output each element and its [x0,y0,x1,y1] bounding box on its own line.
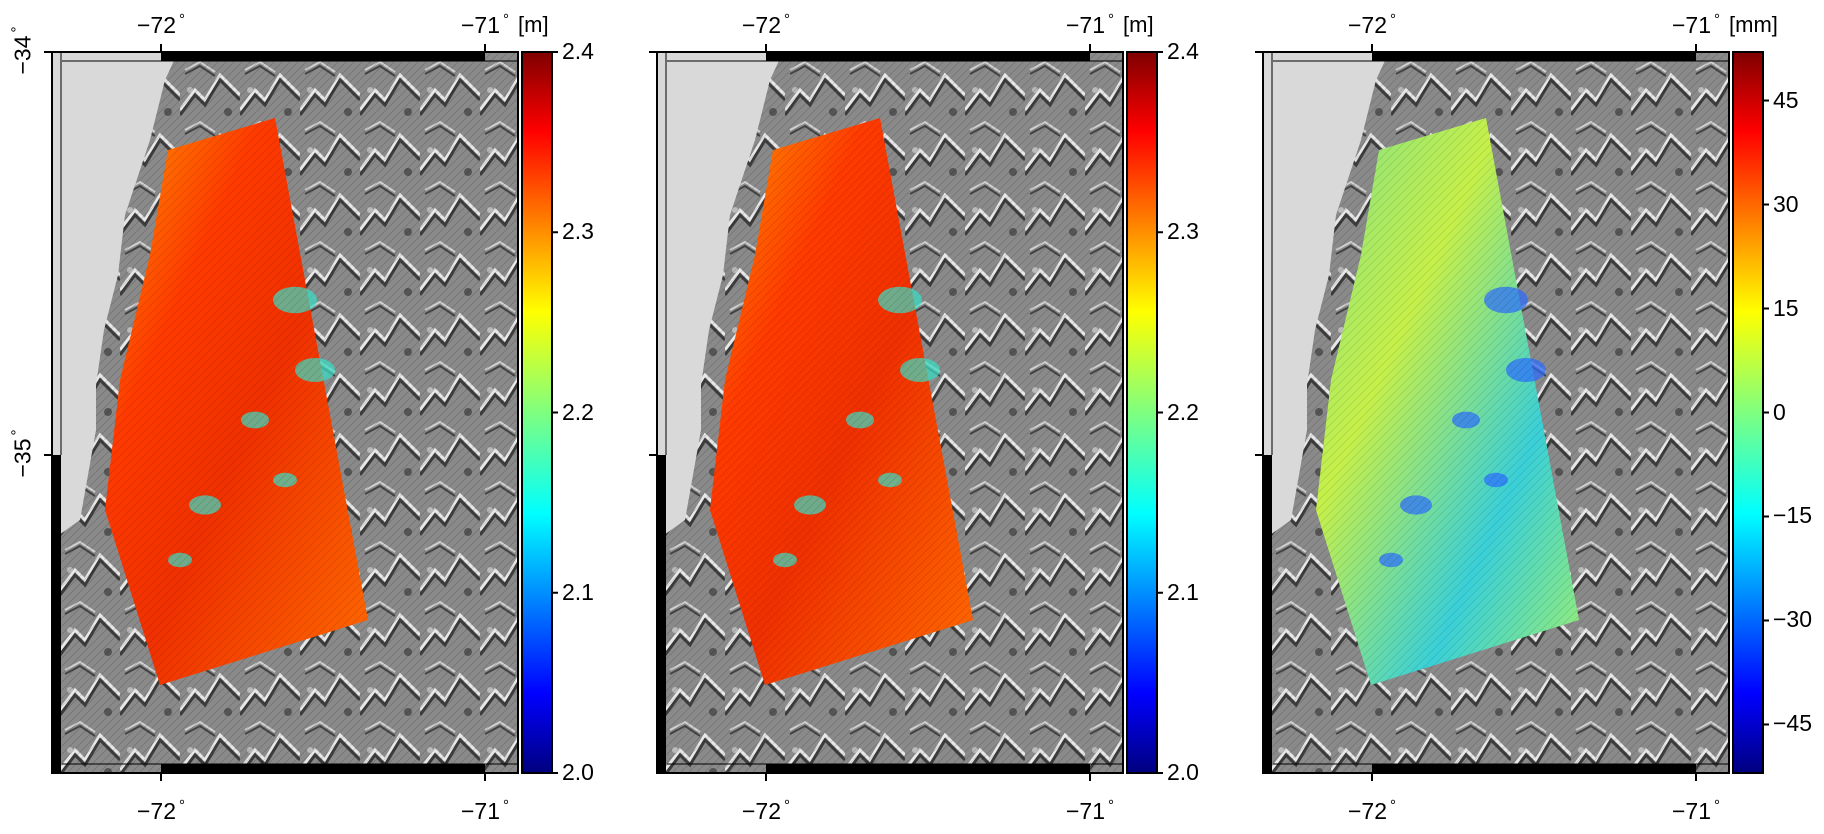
lon-label-bottom: −72 ° [742,797,791,824]
ocean-area [52,52,178,540]
frame-bar-left [656,455,666,773]
ocean-area [1263,52,1389,540]
frame-bar-bottom [766,764,1090,774]
degree-symbol: ° [8,26,26,33]
lon-label-bottom-text: −72 [1348,798,1388,824]
colorbar [1732,51,1764,774]
frame-bar-left [1262,455,1272,773]
swath-texture [1316,118,1579,685]
lon-label-bottom: −72 ° [137,797,186,824]
colorbar-tick-label: 2.0 [1167,759,1199,785]
colorbar-tick-label: −45 [1773,710,1813,737]
degree-symbol: ° [179,797,186,814]
panel-1 [44,44,558,781]
colorbar-tick-label: 2.0 [562,759,594,785]
lon-label-top-text: −72 [137,12,177,38]
colorbar-tick-label: 0 [1773,398,1786,425]
lon-label-bottom-text: −71 [461,798,501,824]
colorbar-tick-label: −30 [1773,606,1813,633]
lon-label-bottom-text: −72 [137,798,177,824]
degree-symbol: ° [1390,797,1397,814]
lon-label-top-text: −72 [1348,12,1388,38]
degree-symbol: ° [1108,797,1115,814]
colorbar-tick-label: 2.1 [562,578,594,605]
lon-label-top-text: −71 [1672,12,1712,38]
panel-2 [649,44,1163,781]
panel-3 [1255,44,1769,781]
colorbar-tick-label: 2.3 [562,218,594,245]
colorbar-tick-label: 15 [1773,294,1799,321]
lon-label-top: −71 ° [461,11,510,38]
colorbar-tick-label: 2.4 [562,38,594,64]
lat-label-text: −34 [9,35,36,75]
lon-label-bottom-text: −71 [1672,798,1712,824]
lon-label-bottom-text: −71 [1066,798,1106,824]
lon-label-top: −72 ° [137,11,186,38]
lon-label-bottom: −71 ° [1066,797,1115,824]
colorbar-tick-label: 45 [1773,86,1799,113]
swath-texture [105,118,368,685]
lon-label-top: −72 ° [742,11,791,38]
degree-symbol: ° [503,11,510,28]
lon-label-top-text: −72 [742,12,782,38]
degree-symbol: ° [8,429,26,436]
colorbar-tick-label: 2.2 [1167,398,1199,425]
lon-label-top-text: −71 [1066,12,1106,38]
frame-bar-bottom [1372,764,1696,774]
lon-label-top-text: −71 [461,12,501,38]
lon-label-top: −71 ° [1066,11,1115,38]
colorbar-tick-label: 2.1 [1167,578,1199,605]
unit-label: [mm] [1729,12,1778,37]
lon-label-bottom: −72 ° [1348,797,1397,824]
frame-bar-top [1372,51,1696,61]
colorbar-tick-label: 30 [1773,190,1799,217]
ocean-area [657,52,783,540]
lon-label-bottom-text: −72 [742,798,782,824]
colorbar-tick-label: 2.4 [1167,38,1199,64]
degree-symbol: ° [503,797,510,814]
degree-symbol: ° [1714,11,1721,28]
frame-bar-left [51,455,61,773]
unit-label: [m] [1123,12,1154,37]
lon-label-bottom: −71 ° [1672,797,1721,824]
colorbar [1126,51,1158,774]
frame-bar-top [766,51,1090,61]
lat-label-text: −35 [9,438,36,478]
lon-label-top: −71 ° [1672,11,1721,38]
lon-label-bottom: −71 ° [461,797,510,824]
degree-symbol: ° [1714,797,1721,814]
colorbar [521,51,553,774]
colorbar-tick-label: −15 [1773,502,1813,529]
colorbar-tick-label: 2.3 [1167,218,1199,245]
lat-label: −34 ° [8,26,36,75]
degree-symbol: ° [1390,11,1397,28]
unit-label: [m] [518,12,549,37]
lat-label: −35 ° [8,429,36,478]
swath-texture [710,118,973,685]
degree-symbol: ° [784,797,791,814]
frame-bar-top [161,51,485,61]
degree-symbol: ° [179,11,186,28]
degree-symbol: ° [784,11,791,28]
colorbar-tick-label: 2.2 [562,398,594,425]
degree-symbol: ° [1108,11,1115,28]
frame-bar-bottom [161,764,485,774]
lon-label-top: −72 ° [1348,11,1397,38]
panels-layer [44,44,1769,781]
